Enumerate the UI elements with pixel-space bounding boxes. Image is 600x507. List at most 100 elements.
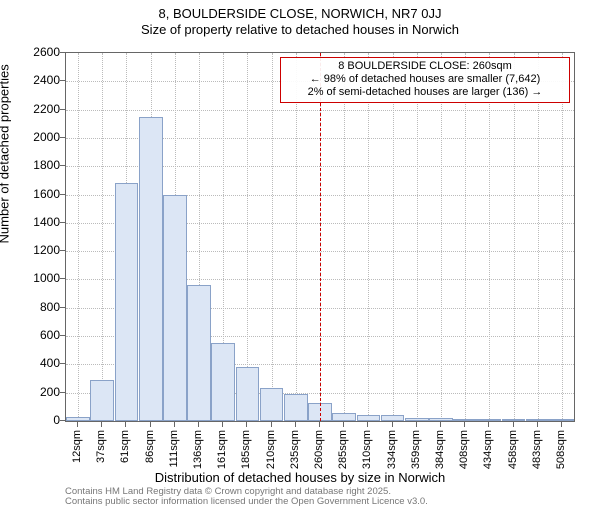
grid-line-v — [102, 53, 103, 421]
grid-line-v — [344, 53, 345, 421]
x-tick — [125, 422, 126, 427]
bar — [260, 388, 284, 421]
bar — [90, 380, 114, 421]
x-tick — [561, 422, 562, 427]
grid-line-v — [441, 53, 442, 421]
grid-line-v — [417, 53, 418, 421]
y-tick-label: 2400 — [24, 73, 60, 87]
grid-line-v — [78, 53, 79, 421]
x-tick — [537, 422, 538, 427]
y-tick-label: 1600 — [24, 187, 60, 201]
bar — [66, 417, 90, 421]
bar — [115, 183, 139, 421]
grid-line-v — [562, 53, 563, 421]
x-tick — [464, 422, 465, 427]
x-tick-label: 384sqm — [434, 430, 446, 476]
y-tick — [60, 165, 65, 166]
bar — [332, 413, 356, 421]
x-tick — [392, 422, 393, 427]
bar — [453, 419, 477, 421]
x-tick-label: 111sqm — [168, 430, 180, 476]
grid-line-v — [247, 53, 248, 421]
x-tick — [488, 422, 489, 427]
annotation-line: 8 BOULDERSIDE CLOSE: 260sqm — [285, 60, 565, 73]
bar — [187, 285, 211, 421]
y-tick-label: 800 — [24, 300, 60, 314]
bar — [211, 343, 235, 421]
bar — [477, 419, 501, 421]
bar — [236, 367, 260, 421]
x-tick-label: 285sqm — [337, 430, 349, 476]
y-tick-label: 600 — [24, 328, 60, 342]
y-tick-label: 1800 — [24, 158, 60, 172]
x-tick-label: 235sqm — [289, 430, 301, 476]
x-tick — [367, 422, 368, 427]
x-tick-label: 434sqm — [482, 430, 494, 476]
x-tick-label: 359sqm — [410, 430, 422, 476]
x-tick — [198, 422, 199, 427]
y-tick — [60, 80, 65, 81]
x-tick — [319, 422, 320, 427]
y-tick-label: 1200 — [24, 243, 60, 257]
grid-line-v — [296, 53, 297, 421]
x-tick-label: 310sqm — [361, 430, 373, 476]
bar — [502, 419, 526, 421]
y-tick-label: 2000 — [24, 130, 60, 144]
bar — [381, 415, 405, 421]
grid-line-v — [368, 53, 369, 421]
x-tick-label: 210sqm — [265, 430, 277, 476]
x-tick — [295, 422, 296, 427]
x-tick — [416, 422, 417, 427]
x-tick-label: 483sqm — [531, 430, 543, 476]
bar — [405, 418, 429, 421]
y-axis-label: Number of detached properties — [0, 64, 12, 243]
chart-title: 8, BOULDERSIDE CLOSE, NORWICH, NR7 0JJ — [0, 6, 600, 21]
y-tick — [60, 52, 65, 53]
x-tick — [101, 422, 102, 427]
x-tick — [222, 422, 223, 427]
grid-line-v — [272, 53, 273, 421]
y-tick — [60, 109, 65, 110]
x-tick — [150, 422, 151, 427]
x-tick — [174, 422, 175, 427]
bar — [163, 195, 187, 421]
y-tick — [60, 194, 65, 195]
x-tick-label: 37sqm — [95, 430, 107, 476]
grid-line-v — [489, 53, 490, 421]
annotation-box: 8 BOULDERSIDE CLOSE: 260sqm← 98% of deta… — [280, 57, 570, 103]
x-tick-label: 86sqm — [144, 430, 156, 476]
x-tick-label: 260sqm — [313, 430, 325, 476]
chart-container: 8, BOULDERSIDE CLOSE, NORWICH, NR7 0JJ S… — [0, 6, 600, 506]
x-tick — [440, 422, 441, 427]
x-tick-label: 185sqm — [240, 430, 252, 476]
x-tick — [513, 422, 514, 427]
grid-line-v — [514, 53, 515, 421]
x-tick-label: 61sqm — [119, 430, 131, 476]
annotation-line: 2% of semi-detached houses are larger (1… — [285, 86, 565, 99]
bar — [550, 419, 574, 421]
y-tick-label: 0 — [24, 413, 60, 427]
x-tick-label: 12sqm — [71, 430, 83, 476]
footnote-2: Contains public sector information licen… — [65, 496, 428, 507]
bar — [284, 394, 308, 421]
bar — [139, 117, 163, 421]
bar — [357, 415, 381, 421]
chart-subtitle: Size of property relative to detached ho… — [0, 22, 600, 37]
y-tick-label: 2200 — [24, 102, 60, 116]
y-tick — [60, 420, 65, 421]
y-tick — [60, 363, 65, 364]
y-tick — [60, 222, 65, 223]
annotation-line: ← 98% of detached houses are smaller (7,… — [285, 73, 565, 86]
x-tick-label: 136sqm — [192, 430, 204, 476]
x-tick-label: 161sqm — [216, 430, 228, 476]
x-tick-label: 508sqm — [555, 430, 567, 476]
bar — [526, 419, 550, 421]
x-tick — [77, 422, 78, 427]
y-tick-label: 400 — [24, 356, 60, 370]
x-tick — [271, 422, 272, 427]
y-tick-label: 2600 — [24, 45, 60, 59]
y-tick-label: 200 — [24, 385, 60, 399]
y-tick — [60, 278, 65, 279]
bar — [429, 418, 453, 421]
y-tick — [60, 392, 65, 393]
